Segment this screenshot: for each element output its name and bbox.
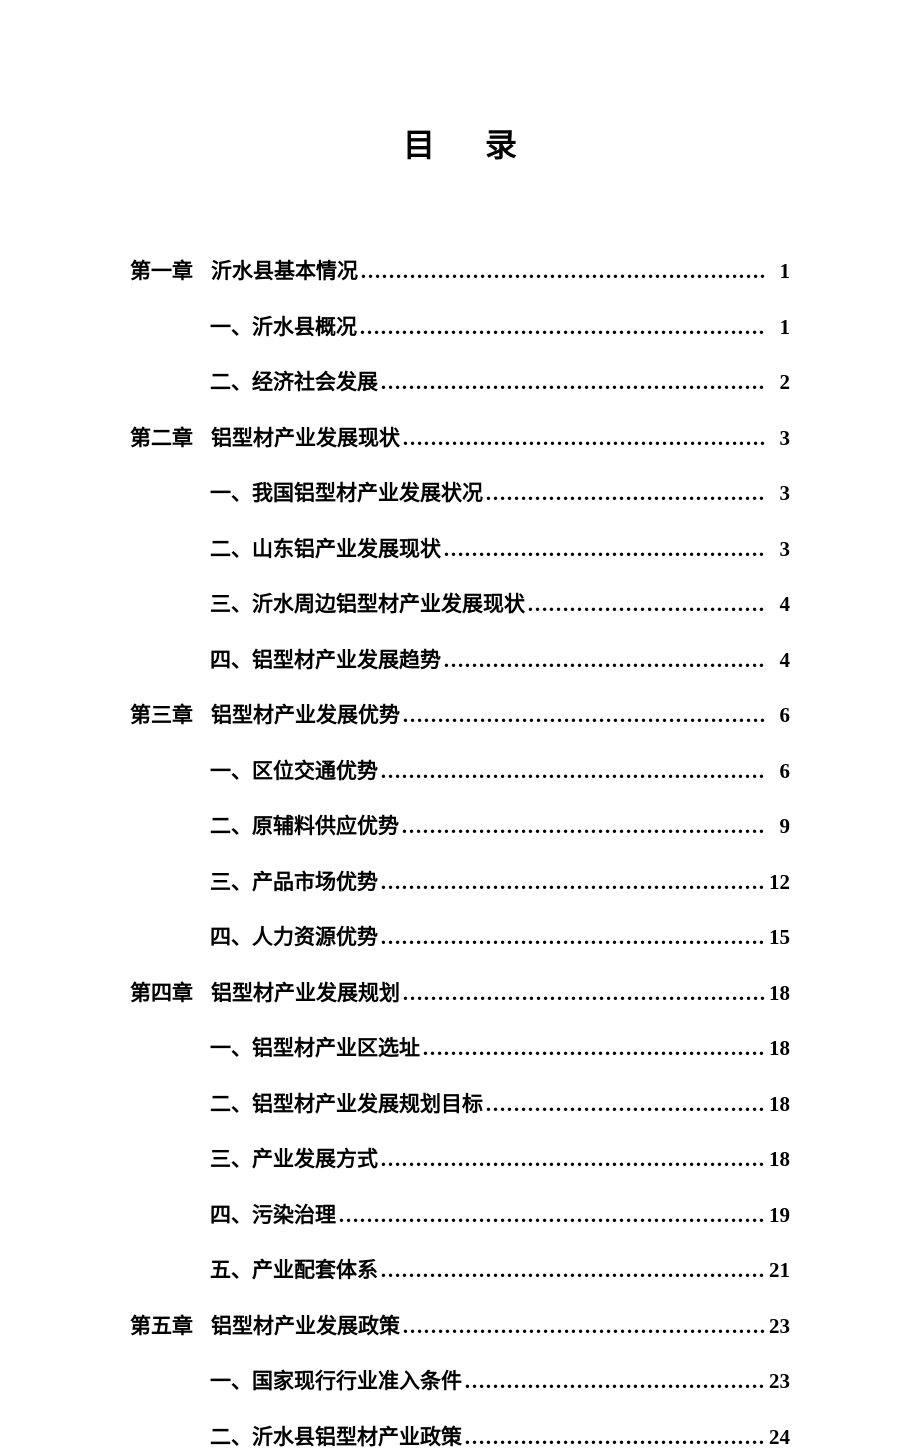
subsection-row: 五、产业配套体系……………………………………………………………………………………… — [130, 1255, 790, 1287]
page-number: 6 — [765, 700, 790, 732]
page-number: 6 — [765, 756, 790, 788]
page-number: 1 — [765, 256, 790, 288]
subsection-title: 二、原辅料供应优势 — [210, 811, 399, 843]
subsection-title: 一、铝型材产业区选址 — [210, 1033, 420, 1065]
page-number: 12 — [765, 867, 790, 899]
chapter-row: 第一章沂水县基本情况………………………………………………………………………………… — [130, 256, 790, 288]
subsection-row: 三、沂水周边铝型材产业发展现状…………………………………………………………………… — [130, 589, 790, 621]
subsection-title: 五、产业配套体系 — [210, 1255, 378, 1287]
chapter-label: 第二章 — [130, 423, 193, 455]
leader-dots: …………………………………………………………………………………………………………… — [378, 867, 765, 899]
page-number: 9 — [765, 811, 790, 843]
subsection-row: 四、污染治理…………………………………………………………………………………………… — [130, 1200, 790, 1232]
page-number: 23 — [765, 1311, 790, 1343]
page-number: 15 — [765, 922, 790, 954]
leader-dots: …………………………………………………………………………………………………………… — [441, 534, 765, 566]
chapter-title: 铝型材产业发展优势 — [211, 700, 400, 732]
leader-dots: …………………………………………………………………………………………………………… — [336, 1200, 765, 1232]
page-number: 2 — [765, 367, 790, 399]
subsection-row: 二、经济社会发展……………………………………………………………………………………… — [130, 367, 790, 399]
leader-dots: …………………………………………………………………………………………………………… — [378, 922, 765, 954]
leader-dots: …………………………………………………………………………………………………………… — [358, 256, 765, 288]
leader-dots: …………………………………………………………………………………………………………… — [462, 1366, 765, 1398]
chapter-title: 铝型材产业发展规划 — [211, 978, 400, 1010]
page-number: 21 — [765, 1255, 790, 1287]
page-number: 18 — [765, 978, 790, 1010]
subsection-row: 二、铝型材产业发展规划目标………………………………………………………………………… — [130, 1089, 790, 1121]
subsection-title: 二、铝型材产业发展规划目标 — [210, 1089, 483, 1121]
page-number: 23 — [765, 1366, 790, 1398]
subsection-row: 四、铝型材产业发展趋势……………………………………………………………………………… — [130, 645, 790, 677]
leader-dots: …………………………………………………………………………………………………………… — [525, 589, 765, 621]
subsection-row: 四、人力资源优势……………………………………………………………………………………… — [130, 922, 790, 954]
subsection-title: 三、沂水周边铝型材产业发展现状 — [210, 589, 525, 621]
subsection-row: 一、国家现行行业准入条件…………………………………………………………………………… — [130, 1366, 790, 1398]
leader-dots: …………………………………………………………………………………………………………… — [483, 478, 765, 510]
page-number: 4 — [765, 589, 790, 621]
subsection-row: 一、铝型材产业区选址………………………………………………………………………………… — [130, 1033, 790, 1065]
subsection-row: 二、山东铝产业发展现状……………………………………………………………………………… — [130, 534, 790, 566]
subsection-row: 一、我国铝型材产业发展状况………………………………………………………………………… — [130, 478, 790, 510]
leader-dots: …………………………………………………………………………………………………………… — [400, 700, 765, 732]
chapter-title: 铝型材产业发展现状 — [211, 423, 400, 455]
leader-dots: …………………………………………………………………………………………………………… — [357, 312, 765, 344]
chapter-row: 第四章铝型材产业发展规划…………………………………………………………………………… — [130, 978, 790, 1010]
subsection-title: 四、铝型材产业发展趋势 — [210, 645, 441, 677]
leader-dots: …………………………………………………………………………………………………………… — [483, 1089, 765, 1121]
subsection-row: 二、原辅料供应优势…………………………………………………………………………………… — [130, 811, 790, 843]
page-number: 18 — [765, 1033, 790, 1065]
subsection-title: 三、产品市场优势 — [210, 867, 378, 899]
subsection-row: 一、沂水县概况………………………………………………………………………………………… — [130, 312, 790, 344]
leader-dots: …………………………………………………………………………………………………………… — [378, 1255, 765, 1287]
leader-dots: …………………………………………………………………………………………………………… — [378, 756, 765, 788]
chapter-label: 第三章 — [130, 700, 193, 732]
leader-dots: …………………………………………………………………………………………………………… — [420, 1033, 765, 1065]
page-title: 目录 — [130, 120, 790, 166]
leader-dots: …………………………………………………………………………………………………………… — [400, 978, 765, 1010]
subsection-title: 二、山东铝产业发展现状 — [210, 534, 441, 566]
chapter-row: 第二章铝型材产业发展现状…………………………………………………………………………… — [130, 423, 790, 455]
chapter-label: 第四章 — [130, 978, 193, 1010]
leader-dots: …………………………………………………………………………………………………………… — [441, 645, 765, 677]
page-number: 4 — [765, 645, 790, 677]
subsection-title: 一、区位交通优势 — [210, 756, 378, 788]
chapter-title: 沂水县基本情况 — [211, 256, 358, 288]
chapter-label: 第五章 — [130, 1311, 193, 1343]
page-number: 18 — [765, 1089, 790, 1121]
subsection-row: 三、产业发展方式……………………………………………………………………………………… — [130, 1144, 790, 1176]
chapter-label: 第一章 — [130, 256, 193, 288]
subsection-title: 三、产业发展方式 — [210, 1144, 378, 1176]
leader-dots: …………………………………………………………………………………………………………… — [378, 1144, 765, 1176]
subsection-row: 一、区位交通优势……………………………………………………………………………………… — [130, 756, 790, 788]
subsection-title: 二、经济社会发展 — [210, 367, 378, 399]
leader-dots: …………………………………………………………………………………………………………… — [399, 811, 765, 843]
subsection-title: 一、我国铝型材产业发展状况 — [210, 478, 483, 510]
leader-dots: …………………………………………………………………………………………………………… — [400, 1311, 765, 1343]
leader-dots: …………………………………………………………………………………………………………… — [462, 1422, 765, 1453]
page-number: 3 — [765, 534, 790, 566]
subsection-row: 三、产品市场优势……………………………………………………………………………………… — [130, 867, 790, 899]
subsection-title: 四、污染治理 — [210, 1200, 336, 1232]
chapter-title: 铝型材产业发展政策 — [211, 1311, 400, 1343]
chapter-row: 第五章铝型材产业发展政策…………………………………………………………………………… — [130, 1311, 790, 1343]
leader-dots: …………………………………………………………………………………………………………… — [378, 367, 765, 399]
page-number: 19 — [765, 1200, 790, 1232]
subsection-title: 一、国家现行行业准入条件 — [210, 1366, 462, 1398]
page-number: 24 — [765, 1422, 790, 1453]
subsection-title: 二、沂水县铝型材产业政策 — [210, 1422, 462, 1453]
subsection-title: 四、人力资源优势 — [210, 922, 378, 954]
subsection-row: 二、沂水县铝型材产业政策…………………………………………………………………………… — [130, 1422, 790, 1453]
table-of-contents: 第一章沂水县基本情况………………………………………………………………………………… — [130, 256, 790, 1453]
subsection-title: 一、沂水县概况 — [210, 312, 357, 344]
page-number: 3 — [765, 423, 790, 455]
page-number: 18 — [765, 1144, 790, 1176]
chapter-row: 第三章铝型材产业发展优势…………………………………………………………………………… — [130, 700, 790, 732]
page-number: 1 — [765, 312, 790, 344]
page-number: 3 — [765, 478, 790, 510]
leader-dots: …………………………………………………………………………………………………………… — [400, 423, 765, 455]
